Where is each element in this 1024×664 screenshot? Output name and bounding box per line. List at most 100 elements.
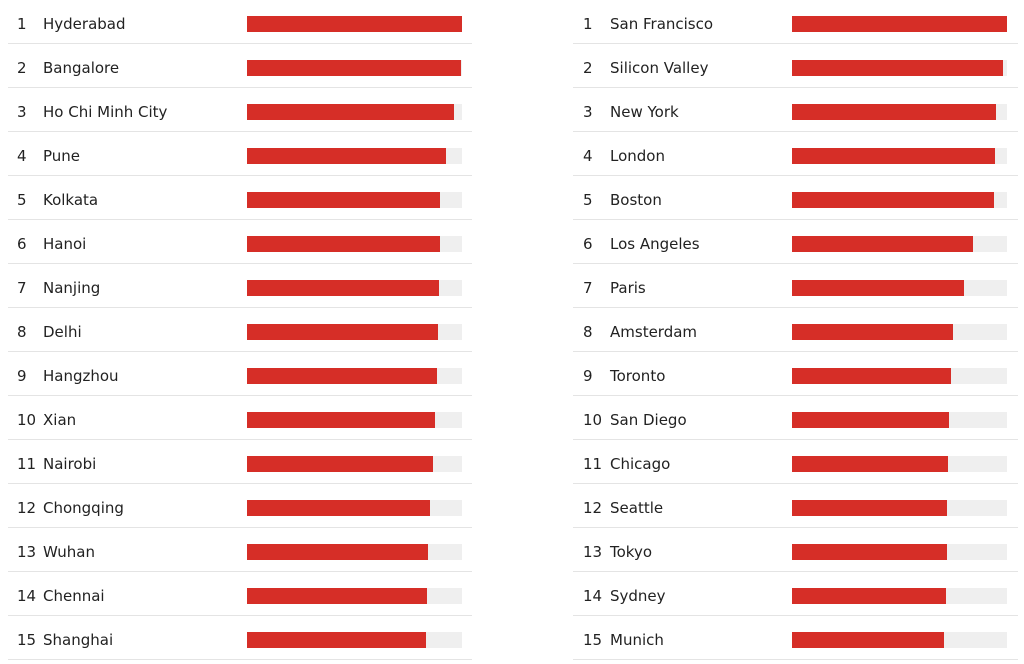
- row-separator: [8, 483, 472, 484]
- bar: [792, 324, 954, 340]
- rank: 9: [17, 367, 27, 385]
- bar-track: [247, 632, 462, 648]
- list-row: 13 Tokyo: [573, 528, 1018, 572]
- row-separator: [8, 219, 472, 220]
- bar: [247, 280, 439, 296]
- row-separator: [8, 615, 472, 616]
- rank: 12: [17, 499, 37, 517]
- rank: 10: [17, 411, 37, 429]
- city-name: Wuhan: [43, 543, 96, 561]
- bar: [247, 236, 441, 252]
- city-name: Paris: [610, 279, 646, 297]
- rank: 8: [17, 323, 27, 341]
- bar: [792, 236, 974, 252]
- list-row: 2 Silicon Valley: [573, 44, 1018, 88]
- city-name: Nairobi: [43, 455, 97, 473]
- city-name: Chicago: [610, 455, 671, 473]
- city-name: Hyderabad: [43, 15, 126, 33]
- city-name: Shanghai: [43, 631, 114, 649]
- list-row: 7 Paris: [573, 264, 1018, 308]
- city-name: San Diego: [610, 411, 687, 429]
- city-name: New York: [610, 103, 679, 121]
- list-row: 14 Sydney: [573, 572, 1018, 616]
- list-row: 15 Munich: [573, 616, 1018, 660]
- list-row: 15 Shanghai: [8, 616, 472, 660]
- rank: 3: [583, 103, 593, 121]
- bar: [792, 16, 1007, 32]
- rank: 2: [17, 59, 27, 77]
- list-row: 1 Hyderabad: [8, 0, 472, 44]
- list-row: 12 Chongqing: [8, 484, 472, 528]
- bar-track: [792, 412, 1007, 428]
- bar: [247, 456, 433, 472]
- right-list: 1 San Francisco 2 Silicon Valley 3 New York 4 L…: [573, 0, 1018, 661]
- bar-track: [792, 148, 1007, 164]
- city-name: Amsterdam: [610, 323, 698, 341]
- bar: [792, 412, 949, 428]
- list-row: 12 Seattle: [573, 484, 1018, 528]
- city-name: Pune: [43, 147, 81, 165]
- row-separator: [573, 219, 1018, 220]
- list-row: 3 Ho Chi Minh City: [8, 88, 472, 132]
- city-name: Chongqing: [43, 499, 124, 517]
- list-row: 2 Bangalore: [8, 44, 472, 88]
- city-name: Hanoi: [43, 235, 87, 253]
- city-name: Chennai: [43, 587, 105, 605]
- bar: [247, 544, 429, 560]
- row-separator: [8, 571, 472, 572]
- row-separator: [573, 615, 1018, 616]
- row-separator: [573, 483, 1018, 484]
- list-row: 6 Hanoi: [8, 220, 472, 264]
- bar-track: [792, 588, 1007, 604]
- city-name: Tokyo: [610, 543, 652, 561]
- row-separator: [573, 527, 1018, 528]
- row-separator: [573, 351, 1018, 352]
- list-row: 4 London: [573, 132, 1018, 176]
- bar-track: [247, 368, 462, 384]
- city-name: Hangzhou: [43, 367, 119, 385]
- bar: [792, 632, 944, 648]
- bar: [247, 148, 447, 164]
- bar: [792, 60, 1003, 76]
- row-separator: [8, 351, 472, 352]
- rank: 3: [17, 103, 27, 121]
- bar-track: [247, 324, 462, 340]
- list-row: 10 San Diego: [573, 396, 1018, 440]
- rank: 13: [17, 543, 37, 561]
- bar: [792, 368, 952, 384]
- bar-track: [792, 456, 1007, 472]
- row-separator: [573, 571, 1018, 572]
- row-separator: [573, 131, 1018, 132]
- rank: 11: [17, 455, 37, 473]
- rank: 14: [17, 587, 37, 605]
- bar: [247, 16, 462, 32]
- rank: 15: [583, 631, 603, 649]
- bar: [247, 588, 427, 604]
- row-separator: [8, 263, 472, 264]
- bar: [792, 148, 995, 164]
- list-row: 1 San Francisco: [573, 0, 1018, 44]
- bar-track: [792, 16, 1007, 32]
- row-separator: [8, 659, 472, 660]
- city-name: Toronto: [610, 367, 666, 385]
- bar-track: [247, 60, 462, 76]
- bar-track: [247, 500, 462, 516]
- bar: [792, 192, 995, 208]
- list-row: 8 Amsterdam: [573, 308, 1018, 352]
- bar-track: [792, 192, 1007, 208]
- list-row: 8 Delhi: [8, 308, 472, 352]
- rank: 4: [583, 147, 593, 165]
- row-separator: [8, 131, 472, 132]
- bar-track: [792, 60, 1007, 76]
- row-separator: [8, 43, 472, 44]
- bar: [792, 104, 997, 120]
- rank: 14: [583, 587, 603, 605]
- row-separator: [573, 659, 1018, 660]
- city-name: London: [610, 147, 665, 165]
- bar-track: [792, 236, 1007, 252]
- rank: 13: [583, 543, 603, 561]
- rank: 6: [17, 235, 27, 253]
- city-name: Xian: [43, 411, 77, 429]
- bar: [247, 104, 455, 120]
- city-name: Silicon Valley: [610, 59, 709, 77]
